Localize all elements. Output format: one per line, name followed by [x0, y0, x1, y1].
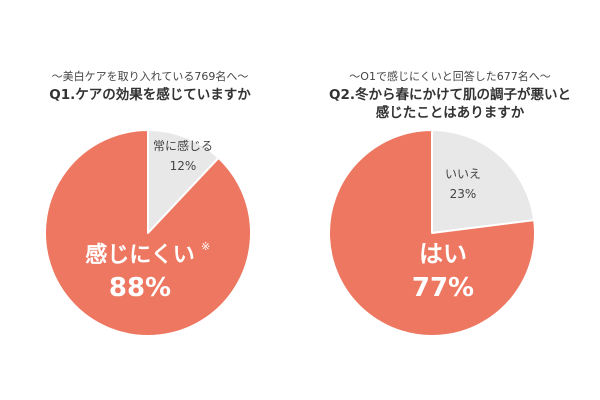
pie-slice-always-feel	[147, 129, 220, 234]
slice-value-hard-to-feel: 88%	[109, 273, 171, 303]
pie-slice-yes	[328, 129, 536, 337]
chart-q2-title-line-1: Q2.冬から春にかけて肌の調子が悪いと	[329, 87, 571, 103]
chart-q1-title: Q1.ケアの効果を感じていますか	[0, 86, 300, 104]
chart-q2-pie: いいえ 23% はい 77%	[328, 129, 536, 337]
slice-note-mark: ※	[201, 240, 210, 253]
slice-value-no: 23%	[450, 187, 477, 201]
chart-q1: 〜美白ケアを取り入れている769名へ〜 Q1.ケアの効果を感じていますか 常に感…	[0, 70, 300, 337]
chart-q1-subtitle: 〜美白ケアを取り入れている769名へ〜	[51, 70, 249, 83]
chart-q2-title: Q2.冬から春にかけて肌の調子が悪いと 感じたことはありますか	[300, 86, 600, 122]
slice-value-always-feel: 12%	[170, 159, 197, 173]
chart-q1-title-line: Q1.ケアの効果を感じていますか	[49, 87, 251, 103]
chart-q1-pie: 常に感じる 12% 感じにくい ※ 88%	[44, 129, 252, 337]
pie-slice-hard-to-feel	[44, 129, 252, 337]
slice-label-hard-to-feel: 感じにくい	[85, 242, 195, 268]
slice-label-always-feel: 常に感じる	[153, 138, 213, 153]
chart-q2-subtitle: 〜O1で感じにくいと回答した677名へ〜	[349, 70, 551, 83]
slice-value-yes: 77%	[412, 273, 474, 303]
chart-q2-title-line-2: 感じたことはありますか	[375, 105, 525, 121]
slice-label-yes: はい	[419, 240, 467, 268]
pie-slice-no	[431, 129, 536, 234]
chart-q2: 〜O1で感じにくいと回答した677名へ〜 Q2.冬から春にかけて肌の調子が悪いと…	[300, 0, 600, 400]
slice-label-no: いいえ	[445, 167, 481, 181]
